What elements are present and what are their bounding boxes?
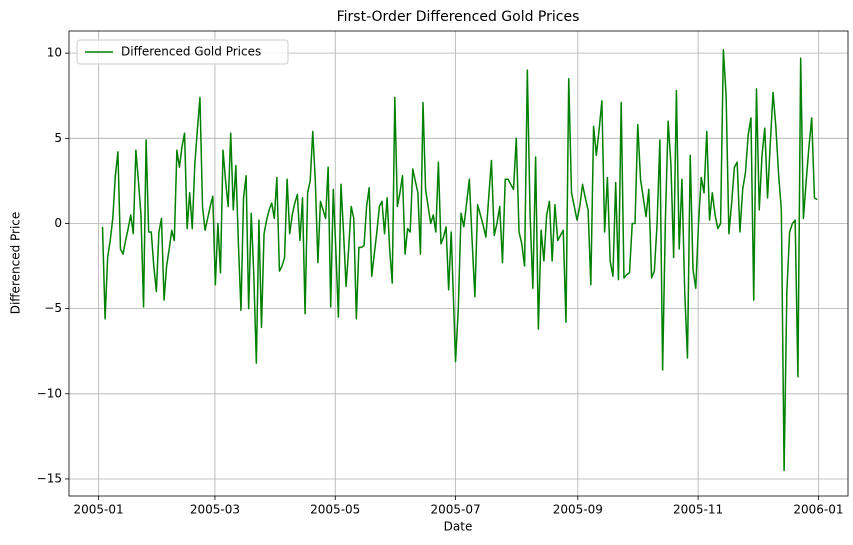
x-tick-label: 2006-01	[793, 503, 843, 517]
y-axis-label: Differenced Price	[9, 212, 23, 315]
chart-title: First-Order Differenced Gold Prices	[337, 9, 580, 25]
x-tick-label: 2005-07	[430, 503, 480, 517]
y-tick-label: −15	[37, 471, 62, 485]
plot-frame	[68, 30, 849, 497]
legend-label: Differenced Gold Prices	[121, 45, 261, 59]
x-tick-label: 2005-03	[190, 503, 240, 517]
x-tick-label: 2005-09	[553, 503, 603, 517]
x-axis-label: Date	[444, 520, 473, 534]
legend-box	[76, 39, 289, 65]
x-tick-label: 2005-05	[310, 503, 360, 517]
x-tick-label: 2005-11	[673, 503, 723, 517]
y-tick-label: 10	[47, 46, 62, 60]
data-line	[101, 48, 818, 472]
y-tick-label: −5	[44, 301, 62, 315]
y-tick-label: 5	[54, 131, 62, 145]
x-tick-label: 2005-01	[74, 503, 124, 517]
y-tick-label: −10	[37, 386, 62, 400]
y-tick-label: 0	[54, 216, 62, 230]
